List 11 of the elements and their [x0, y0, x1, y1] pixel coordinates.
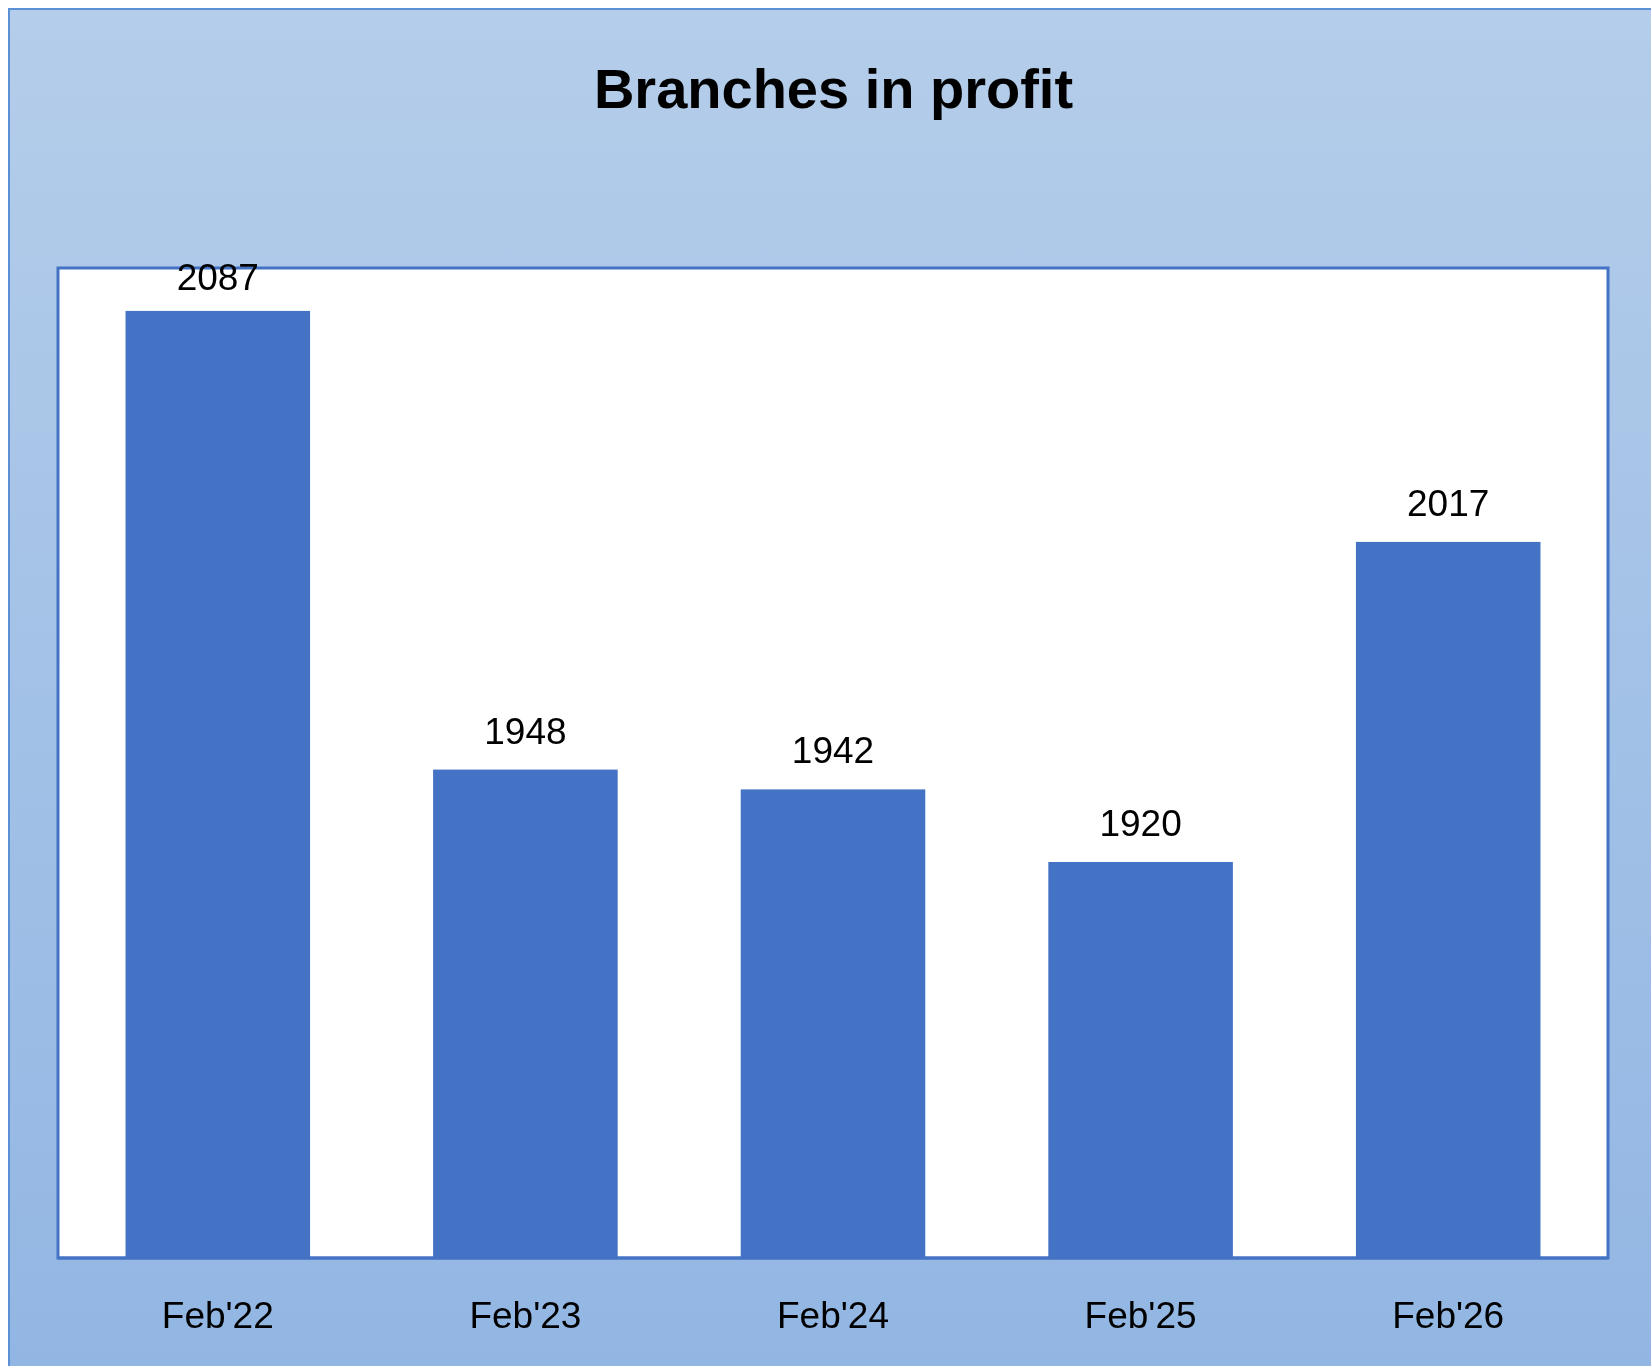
data-label: 2087	[176, 257, 259, 298]
data-label: 2017	[1407, 482, 1490, 524]
x-tick-label: Feb'24	[777, 1295, 889, 1336]
data-label: 1942	[791, 730, 875, 772]
x-tick-label: Feb'26	[1392, 1295, 1505, 1336]
data-label: 1920	[1099, 803, 1182, 844]
x-tick-label: Feb'23	[469, 1295, 582, 1336]
x-tick-label: Feb'25	[1084, 1295, 1197, 1336]
x-tick-label: Feb'22	[161, 1295, 274, 1336]
data-label: 1948	[484, 710, 567, 752]
chart-title: Branches in profit	[593, 57, 1074, 120]
